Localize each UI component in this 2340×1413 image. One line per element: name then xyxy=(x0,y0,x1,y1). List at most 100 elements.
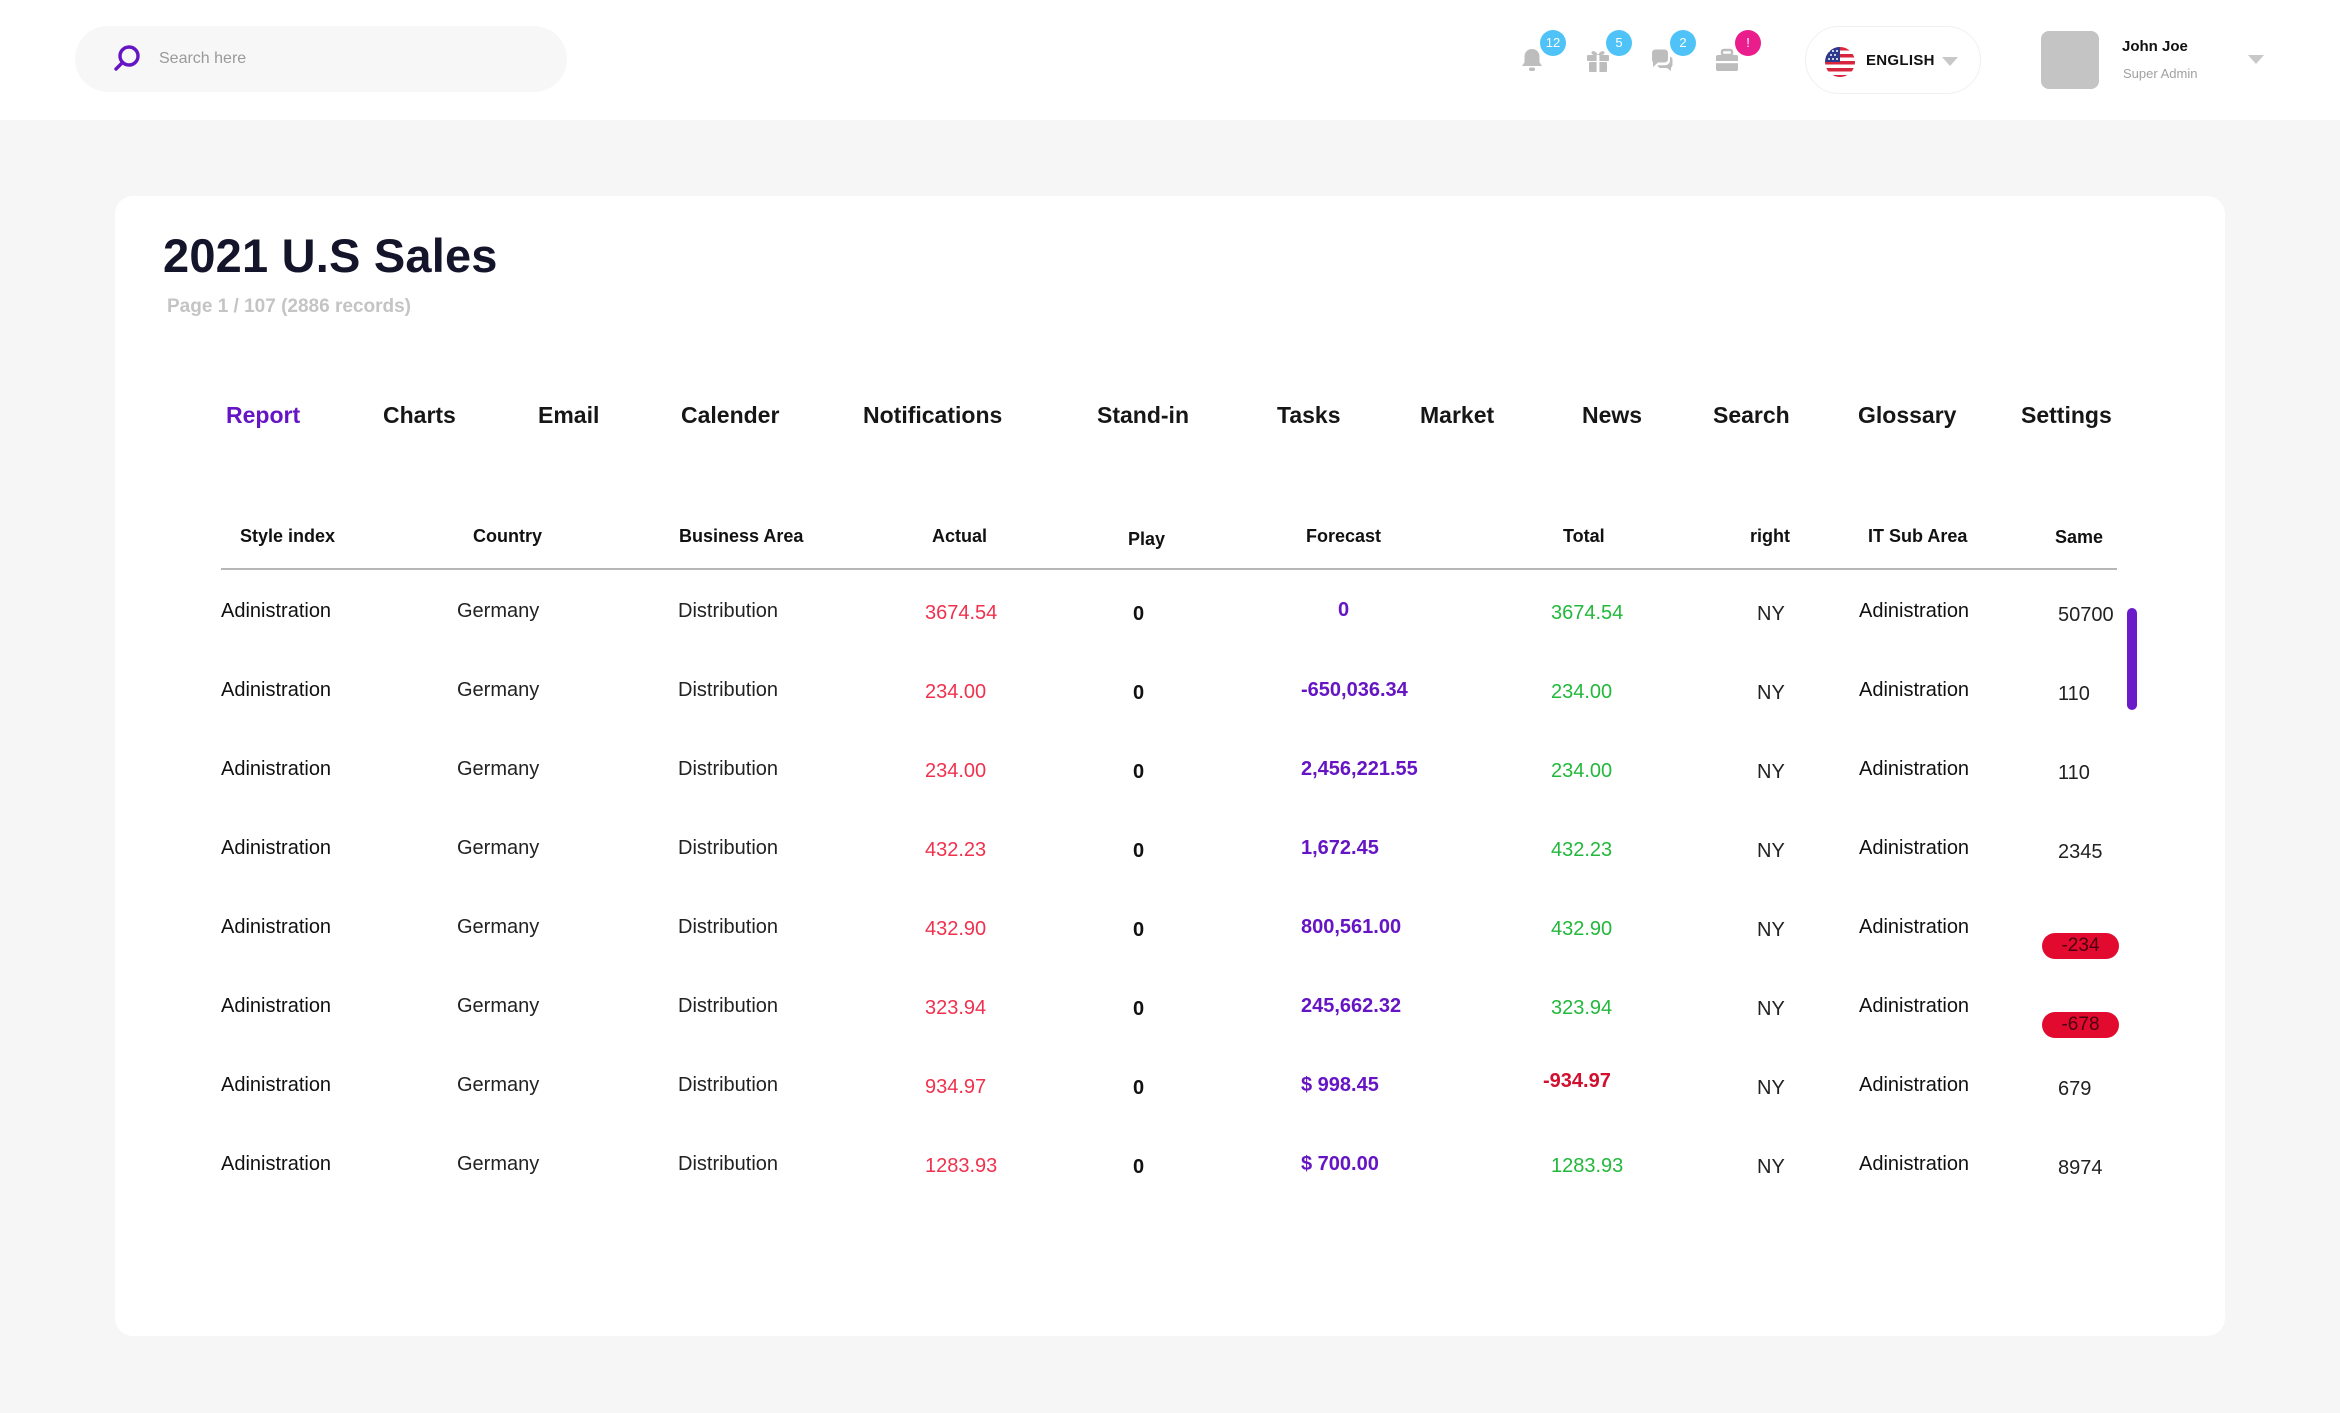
cell-total: 1283.93 xyxy=(1551,1155,1624,1177)
chevron-down-icon xyxy=(1942,57,1958,66)
language-selector[interactable]: ENGLISH xyxy=(1805,26,1981,94)
avatar[interactable] xyxy=(2041,31,2099,89)
cell-play: 0 xyxy=(1133,603,1145,625)
tab-email[interactable]: Email xyxy=(538,402,600,428)
tab-stand-in[interactable]: Stand-in xyxy=(1097,402,1189,428)
cell-country: Germany xyxy=(457,600,540,622)
cell-right: NY xyxy=(1757,1077,1785,1099)
column-header-forecast[interactable]: Forecast xyxy=(1306,526,1382,546)
cell-it: Adinistration xyxy=(1859,916,1970,938)
cell-country: Germany xyxy=(457,758,540,780)
cell-forecast: $ 700.00 xyxy=(1301,1153,1379,1175)
chat-icon xyxy=(1652,49,1673,71)
cell-it: Adinistration xyxy=(1859,995,1970,1017)
cell-play: 0 xyxy=(1133,840,1145,862)
language-label: ENGLISH xyxy=(1866,52,1935,69)
cell-it: Adinistration xyxy=(1859,1074,1970,1096)
column-header-total[interactable]: Total xyxy=(1563,526,1605,546)
cell-same: 110 xyxy=(2058,683,2090,705)
tab-settings[interactable]: Settings xyxy=(2021,402,2112,428)
cell-right: NY xyxy=(1757,682,1785,704)
cell-style: Adinistration xyxy=(221,758,332,780)
column-header-play[interactable]: Play xyxy=(1128,529,1166,549)
cell-play: 0 xyxy=(1133,761,1145,783)
cell-actual: 432.23 xyxy=(925,839,987,861)
cell-total: 432.23 xyxy=(1551,839,1613,861)
cell-actual: 234.00 xyxy=(925,681,987,703)
cell-same: 679 xyxy=(2058,1078,2092,1100)
page-subtitle: Page 1 / 107 (2886 records) xyxy=(167,296,411,317)
gift-count-badge: 5 xyxy=(1606,30,1632,56)
cell-total: 3674.54 xyxy=(1551,602,1624,624)
tab-market[interactable]: Market xyxy=(1420,402,1495,428)
cell-same: -234 xyxy=(2042,933,2119,959)
notifications-button[interactable]: 12 xyxy=(1512,30,1566,80)
archive-button[interactable]: ! xyxy=(1707,30,1761,80)
tab-calender[interactable]: Calender xyxy=(681,402,780,428)
cell-forecast: 800,561.00 xyxy=(1301,916,1402,938)
cell-right: NY xyxy=(1757,603,1785,625)
column-header-style-index[interactable]: Style index xyxy=(240,526,336,546)
cell-right: NY xyxy=(1757,919,1785,941)
column-header-actual[interactable]: Actual xyxy=(932,526,988,546)
user-menu-chevron-down-icon[interactable] xyxy=(2248,55,2264,64)
cell-area: Distribution xyxy=(678,1153,779,1175)
cell-country: Germany xyxy=(457,995,540,1017)
tab-charts[interactable]: Charts xyxy=(383,402,456,428)
column-header-same[interactable]: Same xyxy=(2055,527,2104,547)
column-header-it-sub-area[interactable]: IT Sub Area xyxy=(1868,526,1968,546)
cell-same: 8974 xyxy=(2058,1157,2103,1179)
cell-same: 50700 xyxy=(2058,604,2114,626)
search-input[interactable] xyxy=(159,42,539,76)
user-role: Super Admin xyxy=(2123,66,2198,81)
cell-country: Germany xyxy=(457,1153,540,1175)
us-flag-icon xyxy=(1825,47,1855,77)
cell-total: -934.97 xyxy=(1543,1070,1611,1092)
tab-report[interactable]: Report xyxy=(226,402,301,428)
cell-play: 0 xyxy=(1133,998,1145,1020)
tab-tasks[interactable]: Tasks xyxy=(1277,402,1341,428)
cell-country: Germany xyxy=(457,916,540,938)
cell-style: Adinistration xyxy=(221,1074,332,1096)
cell-actual: 323.94 xyxy=(925,997,987,1019)
cell-right: NY xyxy=(1757,998,1785,1020)
cell-right: NY xyxy=(1757,761,1785,783)
column-header-business-area[interactable]: Business Area xyxy=(679,526,804,546)
cell-actual: 1283.93 xyxy=(925,1155,998,1177)
cell-play: 0 xyxy=(1133,682,1145,704)
cell-style: Adinistration xyxy=(221,1153,332,1175)
tab-search[interactable]: Search xyxy=(1713,402,1790,428)
cell-it: Adinistration xyxy=(1859,758,1970,780)
cell-forecast: $ 998.45 xyxy=(1301,1074,1379,1096)
bell-icon xyxy=(1522,49,1542,71)
alert-badge: ! xyxy=(1735,30,1761,56)
cell-same: 110 xyxy=(2058,762,2090,784)
cell-play: 0 xyxy=(1133,919,1145,941)
tab-notifications[interactable]: Notifications xyxy=(863,402,1003,428)
column-header-right[interactable]: right xyxy=(1750,526,1790,546)
column-header-country[interactable]: Country xyxy=(473,526,542,546)
gift-icon xyxy=(1587,51,1609,72)
cell-forecast: 2,456,221.55 xyxy=(1301,758,1418,780)
scrollbar-thumb[interactable] xyxy=(2127,608,2137,710)
cell-area: Distribution xyxy=(678,679,779,701)
cell-it: Adinistration xyxy=(1859,1153,1970,1175)
tab-glossary[interactable]: Glossary xyxy=(1858,402,1957,428)
archive-icon xyxy=(1716,48,1738,71)
notification-count-badge: 12 xyxy=(1540,30,1566,56)
cell-it: Adinistration xyxy=(1859,679,1970,701)
cell-actual: 3674.54 xyxy=(925,602,998,624)
cell-total: 432.90 xyxy=(1551,918,1613,940)
tab-news[interactable]: News xyxy=(1582,402,1643,428)
messages-button[interactable]: 2 xyxy=(1642,30,1696,80)
search-box[interactable] xyxy=(75,26,567,92)
cell-actual: 934.97 xyxy=(925,1076,987,1098)
cell-actual: 432.90 xyxy=(925,918,987,940)
cell-same: 2345 xyxy=(2058,841,2103,863)
gifts-button[interactable]: 5 xyxy=(1578,30,1632,80)
search-icon[interactable] xyxy=(111,43,143,75)
cell-style: Adinistration xyxy=(221,916,332,938)
cell-area: Distribution xyxy=(678,916,779,938)
content-card xyxy=(115,196,2225,1336)
page-title: 2021 U.S Sales xyxy=(163,229,498,282)
